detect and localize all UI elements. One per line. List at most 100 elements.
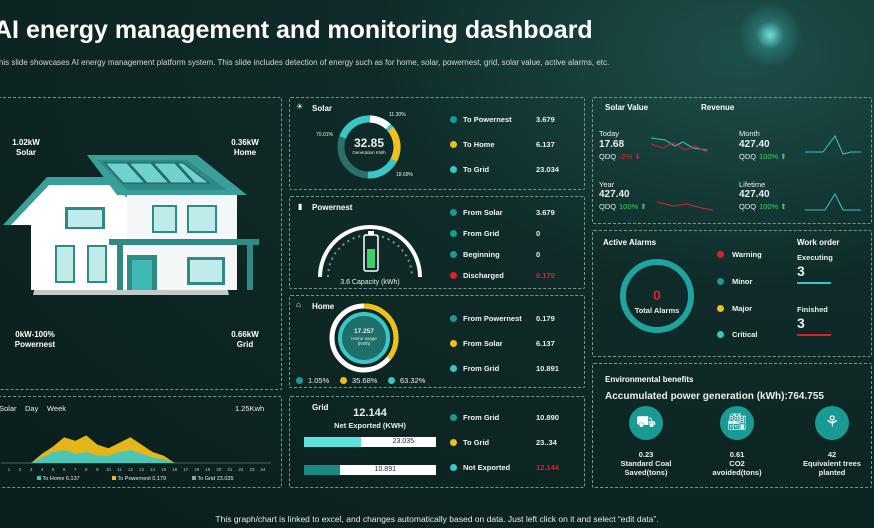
home-row-label-2: From Grid — [463, 364, 500, 373]
grid-row-label-1: To Grid — [463, 438, 490, 447]
battery-icon: ▮ — [298, 202, 303, 211]
grid-bar-import-fill — [304, 465, 340, 475]
revenue-title: Revenue — [701, 103, 735, 112]
coal-cart-icon: ⛟ — [629, 406, 663, 440]
grid-bar-export-value: 23.035 — [392, 438, 414, 445]
x-tick-label: 1 — [8, 467, 11, 472]
value-period-3: Lifetime — [739, 180, 766, 189]
home-title: Home — [312, 302, 335, 311]
x-tick-label: 16 — [172, 467, 178, 472]
factory-icon: 🏭︎ — [720, 406, 754, 440]
solar-center-value: 32.85 — [353, 136, 385, 150]
powernest-row-value-0: 3.679 — [536, 208, 555, 217]
x-tick-label: 20 — [216, 467, 222, 472]
alarms-total-value: 0 — [653, 287, 661, 303]
work-order-title: Work order — [797, 238, 840, 247]
x-tick-label: 7 — [74, 467, 77, 472]
alarm-level-warning: Warning — [732, 250, 762, 259]
generation-chart-panel: Solar Day Week 1.25Kwh 1 2 3 4 5 6 7 8 9 10 11 12 13… — [0, 396, 282, 488]
value-sparkline-3 — [805, 192, 861, 211]
grid-bar-export: 23.035 — [304, 437, 436, 447]
grid-net-label: Net Exported (KWH) — [334, 421, 406, 430]
x-tick-label: 10 — [106, 467, 112, 472]
x-tick-label: 2 — [19, 467, 22, 472]
grid-dot-1 — [450, 439, 457, 446]
solar-pct-left: 70.01% — [316, 132, 333, 138]
x-tick-label: 12 — [128, 467, 134, 472]
alarms-total-label: Total Alarms — [634, 306, 680, 315]
plant-icon: ⚘ — [815, 406, 849, 440]
home-legend-2: 63.32% — [400, 376, 426, 385]
value-sparkline-2 — [657, 201, 713, 211]
chart-legend-grid: To Grid 23.035 — [192, 476, 234, 482]
chart-legend-home: To Home 6.137 — [37, 476, 80, 482]
powernest-dot-2 — [450, 251, 457, 258]
tab-day[interactable]: Day — [25, 404, 39, 413]
x-tick-label: 22 — [238, 467, 244, 472]
x-tick-label: 15 — [161, 467, 167, 472]
solar-panel: ☀ Solar 32.85 Generation KWh 11.30% 70.0… — [289, 97, 585, 190]
page-title: AI energy management and monitoring dash… — [0, 16, 593, 44]
value-amount-0: 17.68 — [599, 139, 625, 150]
house-panel: 1.02kW Solar 0.36kW Home 0kW-100% Powernest… — [0, 97, 282, 390]
home-dot-2 — [450, 365, 457, 372]
executing-label: Executing — [797, 253, 833, 262]
house-home-readout: 0.36kW Home — [231, 138, 259, 157]
environment-title: Environmental benefits — [605, 375, 694, 384]
x-tick-label: 18 — [194, 467, 200, 472]
home-center-label: Home usage (KWh) — [351, 336, 377, 346]
alarm-level-dot-major — [717, 305, 724, 312]
finished-label: Finished — [797, 305, 828, 314]
x-tick-label: 9 — [96, 467, 99, 472]
value-amount-2: 427.40 — [599, 189, 630, 200]
x-tick-label: 19 — [205, 467, 211, 472]
grid-row-value-0: 10.890 — [536, 413, 559, 422]
executing-value: 3 — [797, 263, 805, 279]
solar-row-label-2: To Grid — [463, 165, 490, 174]
tab-week[interactable]: Week — [47, 404, 67, 413]
powernest-row-value-2: 0 — [536, 250, 541, 259]
home-row-label-0: From Powernest — [463, 314, 522, 323]
alarm-level-dot-minor — [717, 278, 724, 285]
solar-donut — [337, 115, 401, 179]
home-row-value-0: 0.179 — [536, 314, 555, 323]
grid-row-value-1: 23..34 — [536, 438, 557, 447]
grid-row-label-2: Not Exported — [463, 463, 511, 472]
sun-icon: ☀ — [296, 102, 304, 111]
grid-dot-0 — [450, 414, 457, 421]
alarms-panel: Active Alarms 0 Total Alarms Warning Min… — [592, 230, 872, 357]
grid-bar-import-value: 10.891 — [374, 466, 396, 473]
x-tick-label: 11 — [117, 467, 122, 472]
env-value-co2: 0.61 — [729, 450, 745, 459]
executing-underline — [797, 282, 831, 284]
solar-pct-top: 11.30% — [389, 112, 406, 118]
value-currency-2: QDQ — [599, 202, 617, 211]
grid-row-label-0: From Grid — [463, 413, 500, 422]
x-tick-label: 24 — [260, 467, 266, 472]
x-tick-label: 17 — [183, 467, 189, 472]
home-dot-1 — [450, 340, 457, 347]
value-currency-1: QDQ — [739, 152, 757, 161]
home-icon: ⌂ — [296, 300, 301, 309]
x-tick-label: 4 — [41, 467, 44, 472]
solar-dot-home — [450, 141, 457, 148]
env-value-trees: 42 — [827, 450, 837, 459]
accumulated-generation: Accumulated power generation (kWh):764.7… — [605, 391, 824, 402]
powernest-row-label-3: Discharged — [463, 271, 504, 280]
env-label-trees: Equivalent trees planted — [803, 459, 861, 477]
home-row-value-1: 6.137 — [536, 339, 555, 348]
value-currency-0: QDQ — [599, 152, 617, 161]
x-tick-label: 8 — [85, 467, 88, 472]
powernest-row-label-1: From Grid — [463, 229, 500, 238]
tab-solar[interactable]: Solar — [0, 404, 17, 413]
x-tick-label: 14 — [150, 467, 156, 472]
solar-row-label-0: To Powernest — [463, 115, 512, 124]
powernest-row-value-1: 0 — [536, 229, 541, 238]
grid-dot-2 — [450, 464, 457, 471]
x-tick-label: 23 — [249, 467, 255, 472]
grid-bar-export-fill — [304, 437, 361, 447]
x-tick-label: 13 — [139, 467, 145, 472]
value-amount-3: 427.40 — [739, 189, 770, 200]
solar-value-panel: Solar Value Revenue Today 17.68 QDQ -2% … — [592, 97, 872, 224]
home-row-label-1: From Solar — [463, 339, 503, 348]
